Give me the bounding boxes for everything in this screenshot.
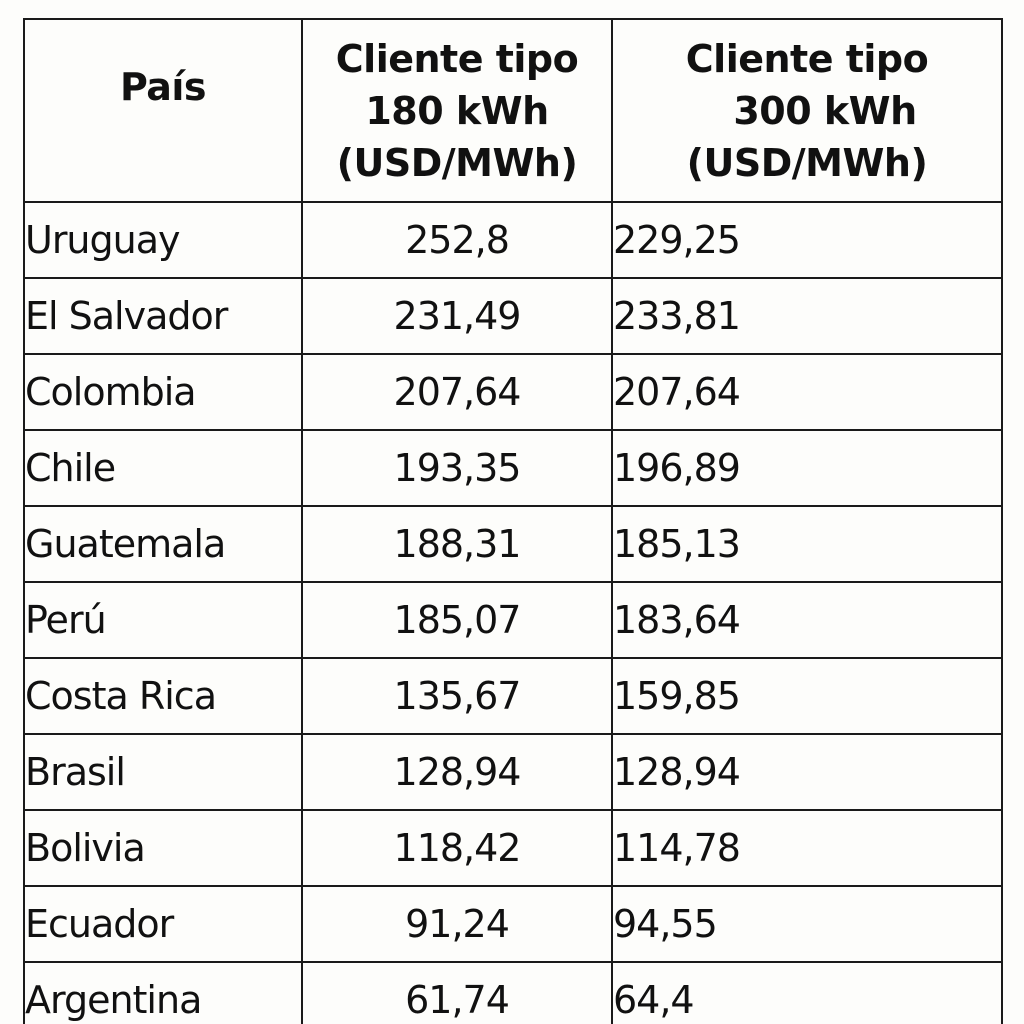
- value-300-cell: 159,85: [611, 657, 1003, 735]
- value-300-cell: 233,81: [611, 277, 1003, 355]
- value-180-cell: 193,35: [301, 429, 613, 507]
- col180-header-line-1: Cliente tipo: [335, 36, 579, 81]
- value-180-cell: 61,74: [301, 961, 613, 1024]
- value-180-cell: 135,67: [301, 657, 613, 735]
- value-180-cell: 128,94: [301, 733, 613, 811]
- value-180-cell: 188,31: [301, 505, 613, 583]
- value-300-cell: 207,64: [611, 353, 1003, 431]
- country-cell: Colombia: [23, 353, 303, 431]
- table-row: Colombia 207,64 207,64: [23, 353, 1003, 431]
- value-180-cell: 231,49: [301, 277, 613, 355]
- table-row: Uruguay 252,8 229,25: [23, 201, 1003, 279]
- value-300-cell: 229,25: [611, 201, 1003, 279]
- country-cell: Brasil: [23, 733, 303, 811]
- value-300-cell: 128,94: [611, 733, 1003, 811]
- country-header-label: País: [119, 64, 207, 109]
- value-300-cell: 196,89: [611, 429, 1003, 507]
- col180-column-header: Cliente tipo 180 kWh (USD/MWh): [301, 18, 613, 203]
- value-180-cell: 207,64: [301, 353, 613, 431]
- value-180-cell: 252,8: [301, 201, 613, 279]
- value-300-cell: 64,4: [611, 961, 1003, 1024]
- header-row: País Cliente tipo 180 kWh (USD/MWh) Clie…: [23, 18, 1003, 203]
- col300-header-line-1: Cliente tipo: [685, 36, 929, 81]
- value-300-cell: 183,64: [611, 581, 1003, 659]
- country-cell: El Salvador: [23, 277, 303, 355]
- table-row: Perú 185,07 183,64: [23, 581, 1003, 659]
- country-cell: Uruguay: [23, 201, 303, 279]
- value-300-cell: 114,78: [611, 809, 1003, 887]
- table-row: Brasil 128,94 128,94: [23, 733, 1003, 811]
- value-180-cell: 118,42: [301, 809, 613, 887]
- country-cell: Argentina: [23, 961, 303, 1024]
- country-cell: Perú: [23, 581, 303, 659]
- col300-header-line-3: (USD/MWh): [686, 140, 928, 185]
- table-row: Guatemala 188,31 185,13: [23, 505, 1003, 583]
- table-row: El Salvador 231,49 233,81: [23, 277, 1003, 355]
- country-cell: Bolivia: [23, 809, 303, 887]
- country-cell: Chile: [23, 429, 303, 507]
- value-180-cell: 91,24: [301, 885, 613, 963]
- value-300-cell: 94,55: [611, 885, 1003, 963]
- electricity-rates-table: País Cliente tipo 180 kWh (USD/MWh) Clie…: [23, 18, 1003, 1024]
- table-row: Costa Rica 135,67 159,85: [23, 657, 1003, 735]
- table-row: Chile 193,35 196,89: [23, 429, 1003, 507]
- col300-header-line-2: 300 kWh: [733, 88, 917, 133]
- col180-header-line-2: 180 kWh: [365, 88, 549, 133]
- table-row: Ecuador 91,24 94,55: [23, 885, 1003, 963]
- country-column-header: País: [23, 18, 303, 203]
- col300-column-header: Cliente tipo 300 kWh (USD/MWh): [611, 18, 1003, 203]
- value-180-cell: 185,07: [301, 581, 613, 659]
- country-cell: Ecuador: [23, 885, 303, 963]
- table-row: Argentina 61,74 64,4: [23, 961, 1003, 1024]
- col180-header-line-3: (USD/MWh): [336, 140, 578, 185]
- table-row: Bolivia 118,42 114,78: [23, 809, 1003, 887]
- country-cell: Guatemala: [23, 505, 303, 583]
- value-300-cell: 185,13: [611, 505, 1003, 583]
- country-cell: Costa Rica: [23, 657, 303, 735]
